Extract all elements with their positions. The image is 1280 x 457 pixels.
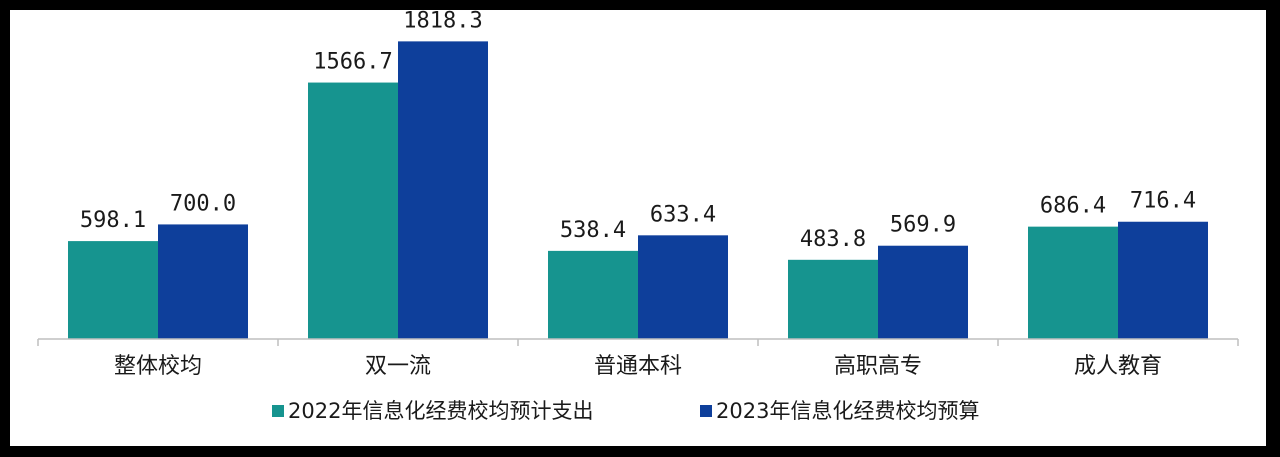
bar-s2-2 [398, 41, 488, 340]
category-label-4: 高职高专 [834, 354, 922, 379]
data-label-s1-3: 538.4 [560, 218, 626, 243]
legend-label-1: 2022年信息化经费校均预计支出 [288, 399, 593, 423]
bar-s1-5 [1028, 226, 1118, 339]
bar-s1-2 [308, 82, 398, 340]
data-label-s2-4: 569.9 [890, 213, 956, 238]
bar-chart: 598.1 700.0 1566.7 1818.3 538.4 633.4 483.8 569… [37, 10, 1239, 423]
x-axis-ticks [37, 339, 1239, 346]
bar-s2-1 [158, 224, 248, 339]
bar-s2-5 [1118, 221, 1208, 339]
category-label-3: 普通本科 [594, 354, 682, 379]
category-labels: 整体校均 双一流 普通本科 高职高专 成人教育 [114, 354, 1162, 379]
legend-swatch-1 [272, 405, 284, 417]
category-label-5: 成人教育 [1074, 354, 1162, 379]
category-label-1: 整体校均 [114, 354, 202, 379]
chart-frame: 598.1 700.0 1566.7 1818.3 538.4 633.4 483.8 569… [10, 10, 1266, 446]
data-label-s2-1: 700.0 [170, 191, 236, 216]
bar-s1-3 [548, 250, 638, 339]
bar-s2-4 [878, 245, 968, 339]
data-label-s1-1: 598.1 [80, 208, 146, 233]
legend-swatch-2 [700, 405, 712, 417]
bar-s2-3 [638, 235, 728, 339]
data-label-s2-2: 1818.3 [403, 10, 482, 33]
data-label-s1-4: 483.8 [800, 227, 866, 252]
bar-s1-4 [788, 259, 878, 339]
data-label-s1-2: 1566.7 [313, 50, 392, 75]
bars-layer [68, 41, 1208, 340]
legend: 2022年信息化经费校均预计支出 2023年信息化经费校均预算 [272, 399, 979, 423]
legend-label-2: 2023年信息化经费校均预算 [716, 399, 979, 423]
category-label-2: 双一流 [365, 354, 431, 379]
data-label-s2-3: 633.4 [650, 202, 716, 227]
bar-s1-1 [68, 241, 158, 339]
data-labels-layer: 598.1 700.0 1566.7 1818.3 538.4 633.4 483.8 569… [80, 10, 1196, 252]
data-label-s1-5: 686.4 [1040, 194, 1106, 219]
data-label-s2-5: 716.4 [1130, 189, 1196, 214]
